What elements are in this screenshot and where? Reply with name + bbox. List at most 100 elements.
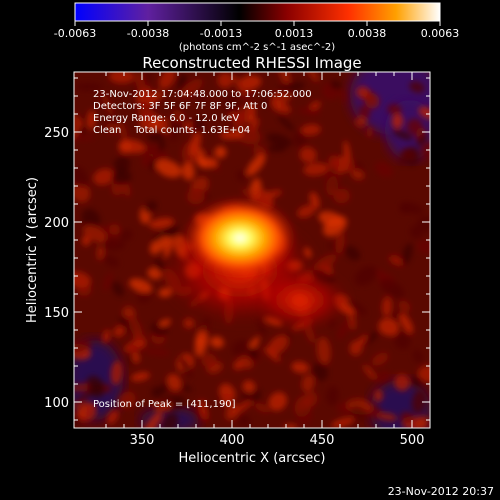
mottle-blob	[375, 370, 392, 384]
colorbar-tick-labels: -0.0063 -0.0038 -0.0013 0.0013 0.0038 0.0063	[54, 27, 459, 40]
mottle-blob	[181, 162, 195, 181]
mottle-blob	[344, 245, 361, 261]
footer-timestamp: 23-Nov-2012 20:37	[388, 485, 494, 498]
mottle-blob	[93, 168, 115, 186]
mottle-blob	[356, 86, 370, 99]
mottle-blob	[381, 296, 393, 317]
mottle-blob	[129, 345, 140, 355]
colorbar-tick-label: 0.0038	[348, 27, 387, 40]
mottle-blob	[162, 401, 173, 412]
mottle-blob	[101, 92, 114, 116]
mottle-blob	[81, 235, 91, 246]
mottle-blob	[330, 417, 355, 428]
mottle-blob	[241, 188, 254, 198]
mottle-blob	[210, 336, 224, 348]
mottle-blob	[416, 133, 427, 146]
mottle-blob	[412, 349, 424, 364]
y-tick-label: 100	[44, 396, 69, 411]
mottle-blob	[267, 335, 289, 355]
mottle-blob	[297, 409, 313, 425]
mottle-blob	[364, 93, 380, 109]
mottle-blob	[276, 89, 292, 104]
x-tick-label: 500	[400, 433, 425, 448]
mottle-blob	[392, 129, 413, 141]
x-tick-label: 450	[310, 433, 335, 448]
x-axis-tick-labels: 350 400 450 500	[130, 433, 425, 448]
mottle-blob	[312, 362, 329, 381]
info-clean-counts: Clean Total counts: 1.63E+04	[93, 125, 250, 136]
mottle-blob	[309, 191, 320, 209]
mottle-blob	[164, 121, 183, 132]
info-energy: Energy Range: 6.0 - 12.0 keV	[93, 113, 239, 124]
mottle-blob	[149, 217, 175, 229]
mottle-blob	[131, 352, 140, 364]
mottle-blob	[409, 376, 424, 387]
mottle-blob	[105, 123, 120, 134]
mottle-blob	[149, 160, 157, 172]
mottle-blob	[400, 411, 414, 423]
mottle-blob	[194, 331, 209, 357]
mottle-blob	[233, 360, 244, 371]
mottle-blob	[130, 372, 150, 382]
mottle-blob	[196, 95, 208, 104]
mottle-blob	[128, 315, 143, 341]
colorbar-tick-label: 0.0063	[421, 27, 460, 40]
mottle-blob	[283, 424, 298, 428]
mottle-blob	[222, 94, 240, 113]
y-axis-label: Heliocentric Y (arcsec)	[25, 177, 40, 323]
mottle-blob	[346, 299, 368, 316]
mottle-blob	[399, 312, 414, 334]
mottle-blob	[217, 72, 233, 89]
mottle-blob	[149, 232, 169, 255]
x-tick-label: 350	[130, 433, 155, 448]
mottle-blob	[113, 325, 126, 338]
mottle-blob	[117, 120, 128, 141]
mottle-blob	[292, 130, 308, 148]
mottle-blob	[399, 203, 411, 214]
mottle-blob	[113, 156, 131, 173]
mottle-blob	[246, 154, 266, 176]
mottle-blob	[166, 373, 182, 391]
mottle-blob	[266, 133, 293, 148]
mottle-blob	[404, 146, 420, 166]
mottle-blob	[354, 265, 378, 286]
mottle-blob	[155, 159, 182, 178]
mottle-blob	[74, 339, 92, 355]
mottle-blob	[277, 114, 295, 132]
mottle-blob	[340, 88, 347, 104]
mottle-blob	[237, 414, 252, 428]
mottle-blob	[366, 126, 373, 138]
info-detectors: Detectors: 3F 5F 6F 7F 8F 9F, Att 0	[93, 101, 267, 112]
mottle-blob	[349, 340, 363, 356]
mottle-blob	[199, 399, 208, 420]
mottle-blob	[337, 319, 350, 340]
mottle-blob	[248, 346, 259, 361]
y-tick-label: 250	[44, 126, 69, 141]
mottle-blob	[391, 113, 404, 129]
mottle-blob	[406, 118, 423, 135]
mottle-blob	[142, 90, 165, 102]
mottle-blob	[151, 386, 163, 398]
mottle-blob	[309, 101, 321, 111]
colorbar-tick-label: -0.0013	[200, 27, 242, 40]
mottle-blob	[291, 361, 309, 374]
mottle-blob	[418, 106, 430, 119]
mottle-blob	[74, 82, 103, 91]
mottle-blob	[179, 78, 203, 98]
mottle-blob	[376, 269, 386, 281]
y-axis-tick-labels: 250 200 150 100	[44, 126, 69, 411]
mottle-blob	[87, 109, 96, 130]
mottle-blob	[378, 318, 399, 336]
mottle-blob	[74, 133, 95, 141]
mottle-blob	[179, 356, 193, 378]
mottle-blob	[326, 385, 339, 406]
mottle-blob	[301, 374, 315, 392]
x-axis-ticks	[105, 72, 413, 428]
mottle-blob	[387, 103, 402, 115]
mottle-blob	[401, 242, 413, 266]
mottle-blob	[377, 412, 398, 422]
mottle-blob	[330, 80, 342, 90]
mottle-blob	[201, 353, 217, 368]
mottle-blob	[416, 215, 430, 233]
mottle-blob	[346, 156, 355, 174]
